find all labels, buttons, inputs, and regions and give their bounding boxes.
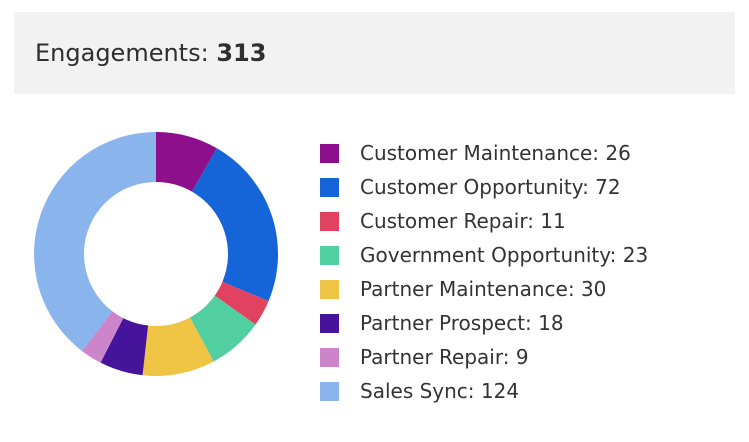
slice-partner-repair[interactable] <box>81 311 124 363</box>
legend-item-government-opportunity[interactable]: Government Opportunity: 23 <box>320 238 648 272</box>
legend-swatch <box>320 279 339 299</box>
legend-item-partner-repair[interactable]: Partner Repair: 9 <box>320 340 648 374</box>
legend-item-customer-maintenance[interactable]: Customer Maintenance: 26 <box>320 136 648 170</box>
title-label: Engagements: <box>35 39 209 67</box>
legend-swatch <box>320 177 339 197</box>
legend-item-partner-maintenance[interactable]: Partner Maintenance: 30 <box>320 272 648 306</box>
total-count: 313 <box>216 39 267 67</box>
legend-item-customer-repair[interactable]: Customer Repair: 11 <box>320 204 648 238</box>
chart-legend: Customer Maintenance: 26 Customer Opportu… <box>320 136 648 408</box>
legend-swatch <box>320 313 339 333</box>
legend-item-sales-sync[interactable]: Sales Sync: 124 <box>320 374 648 408</box>
legend-item-partner-prospect[interactable]: Partner Prospect: 18 <box>320 306 648 340</box>
slice-customer-maintenance[interactable] <box>156 132 217 192</box>
legend-label: Customer Opportunity: 72 <box>360 175 621 199</box>
legend-item-customer-opportunity[interactable]: Customer Opportunity: 72 <box>320 170 648 204</box>
slice-partner-prospect[interactable] <box>100 318 149 376</box>
chart-title: Engagements: 313 <box>35 36 266 70</box>
legend-label: Customer Maintenance: 26 <box>360 141 631 165</box>
legend-swatch <box>320 347 339 367</box>
slice-government-opportunity[interactable] <box>190 295 256 362</box>
legend-label: Partner Prospect: 18 <box>360 311 564 335</box>
chart-header: Engagements: 313 <box>14 12 735 94</box>
legend-swatch <box>320 381 339 401</box>
donut-chart <box>33 132 278 376</box>
legend-swatch <box>320 211 339 231</box>
slice-customer-repair[interactable] <box>214 281 269 325</box>
legend-label: Partner Repair: 9 <box>360 345 529 369</box>
legend-swatch <box>320 245 339 265</box>
legend-label: Customer Repair: 11 <box>360 209 566 233</box>
slice-sales-sync[interactable] <box>33 132 156 351</box>
legend-label: Partner Maintenance: 30 <box>360 277 607 301</box>
legend-label: Sales Sync: 124 <box>360 379 520 403</box>
legend-label: Government Opportunity: 23 <box>360 243 649 267</box>
legend-swatch <box>320 143 339 163</box>
slice-customer-opportunity[interactable] <box>191 148 278 302</box>
slice-partner-maintenance[interactable] <box>142 317 214 376</box>
